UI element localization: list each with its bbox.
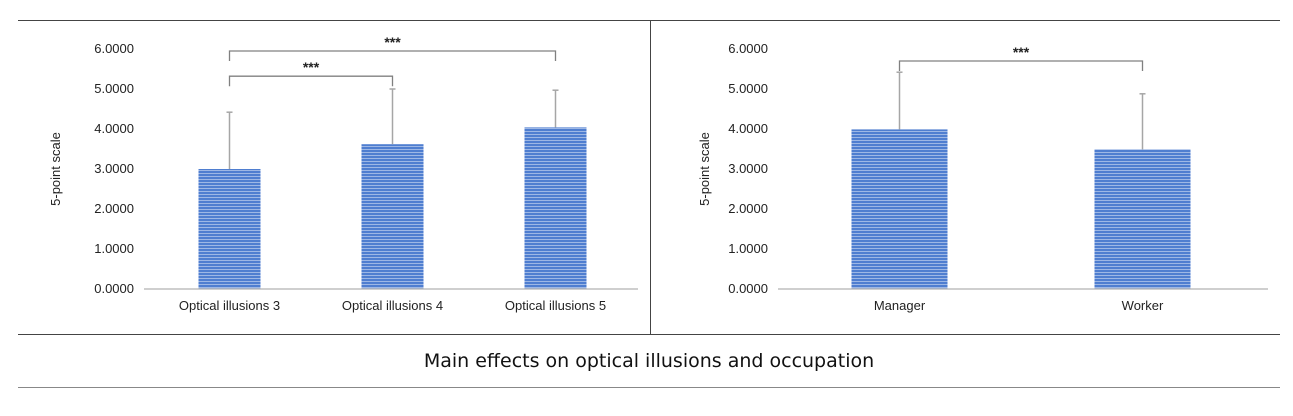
optical-illusions-chart: 0.0000 1.0000 2.0000 3.0000 4.0000 5.0000 6.00… (48, 34, 638, 313)
y-tick-label: 2.0000 (94, 201, 134, 216)
y-tick-label: 0.0000 (94, 281, 134, 296)
significance-label: *** (1013, 44, 1030, 60)
figure-caption: Main effects on optical illusions and oc… (423, 350, 875, 372)
y-tick-label: 6.0000 (94, 41, 134, 56)
y-tick-label: 5.0000 (728, 81, 768, 96)
y-axis-label: 5-point scale (697, 132, 712, 206)
x-tick-label: Manager (874, 298, 926, 313)
y-tick-label: 0.0000 (728, 281, 768, 296)
x-tick-label: Optical illusions 4 (342, 298, 443, 313)
significance-label: *** (303, 59, 320, 75)
optical-illusions-panel: 0.0000 1.0000 2.0000 3.0000 4.0000 5.0000 6.00… (18, 21, 650, 333)
occupation-chart: 0.0000 1.0000 2.0000 3.0000 4.0000 5.0000 6.00… (697, 41, 1268, 313)
y-tick-label: 2.0000 (728, 201, 768, 216)
y-tick-label: 1.0000 (94, 241, 134, 256)
y-tick-label: 6.0000 (728, 41, 768, 56)
bar (851, 129, 948, 289)
significance-bracket (228, 50, 557, 61)
bar (198, 169, 261, 289)
bar (524, 127, 587, 290)
y-tick-label: 4.0000 (728, 121, 768, 136)
y-tick-label: 3.0000 (728, 161, 768, 176)
table-rule-bottom (18, 387, 1280, 388)
y-tick-label: 3.0000 (94, 161, 134, 176)
table-rule-middle (18, 334, 1280, 335)
x-tick-label: Worker (1122, 298, 1164, 313)
y-tick-label: 5.0000 (94, 81, 134, 96)
y-tick-label: 4.0000 (94, 121, 134, 136)
significance-label: *** (384, 34, 401, 50)
panel-divider (650, 20, 651, 334)
figure: 0.0000 1.0000 2.0000 3.0000 4.0000 5.0000 6.00… (18, 20, 1280, 388)
significance-bracket (898, 60, 1144, 71)
x-tick-label: Optical illusions 5 (505, 298, 606, 313)
y-tick-label: 1.0000 (728, 241, 768, 256)
bar (361, 144, 424, 289)
y-axis-label: 5-point scale (48, 132, 63, 206)
table-rule-top (18, 20, 1280, 21)
occupation-panel: 0.0000 1.0000 2.0000 3.0000 4.0000 5.0000 6.00… (651, 21, 1280, 333)
bar (1094, 149, 1191, 289)
significance-bracket (228, 75, 394, 87)
x-tick-label: Optical illusions 3 (179, 298, 280, 313)
